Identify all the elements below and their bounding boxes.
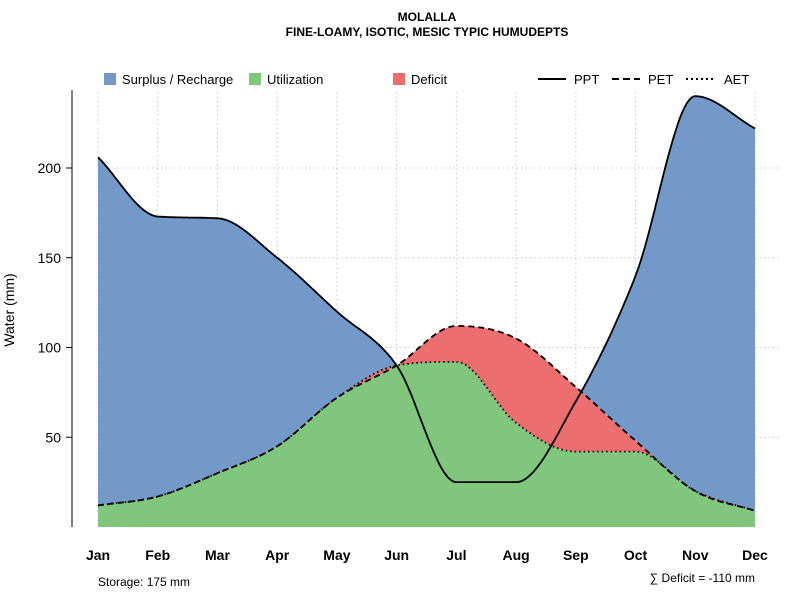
y-tick-label: 50 (45, 429, 61, 445)
legend-label-utilization: Utilization (267, 72, 323, 87)
x-tick-label-jun: Jun (384, 547, 409, 563)
surplus-recharge-area (98, 96, 755, 511)
ppt-line (97, 95, 756, 483)
legend-label-pet: PET (648, 72, 673, 87)
x-tick-label-apr: Apr (265, 547, 290, 563)
x-axis-labels: Jan Feb Mar Apr May Jun Jul Aug Sep Oct Nov Dec (86, 547, 768, 563)
legend: Surplus / Recharge Utilization Deficit P… (104, 72, 749, 87)
x-tick-label-mar: Mar (205, 547, 230, 563)
legend-label-surplus-recharge: Surplus / Recharge (122, 72, 233, 87)
chart-subtitle: FINE-LOAMY, ISOTIC, MESIC TYPIC HUMUDEPT… (286, 25, 569, 39)
y-tick-label: 200 (38, 160, 62, 176)
utilization-area (98, 361, 755, 527)
legend-label-aet: AET (724, 72, 749, 87)
chart-title: MOLALLA (398, 10, 457, 24)
x-tick-label-sep: Sep (563, 547, 589, 563)
legend-swatch-deficit (393, 73, 405, 85)
x-tick-label-jan: Jan (86, 547, 110, 563)
x-tick-label-jul: Jul (446, 547, 466, 563)
y-tick-label: 150 (38, 250, 62, 266)
aet-line (97, 361, 756, 512)
legend-swatch-surplus-recharge (104, 73, 116, 85)
legend-swatch-utilization (249, 73, 261, 85)
x-tick-label-may: May (323, 547, 350, 563)
legend-label-deficit: Deficit (411, 72, 448, 87)
x-tick-label-nov: Nov (682, 547, 709, 563)
legend-label-ppt: PPT (574, 72, 599, 87)
y-tick-label: 100 (38, 340, 62, 356)
storage-note: Storage: 175 mm (98, 575, 190, 589)
deficit-note: ∑ Deficit = -110 mm (650, 571, 755, 585)
y-axis-title: Water (mm) (1, 273, 17, 346)
area-fills (98, 96, 755, 527)
y-axis-ticks: 50 100 150 200 (38, 160, 72, 445)
x-tick-label-aug: Aug (502, 547, 529, 563)
series-lines (97, 95, 756, 512)
x-tick-label-feb: Feb (145, 547, 170, 563)
x-tick-label-oct: Oct (624, 547, 648, 563)
x-tick-label-dec: Dec (742, 547, 768, 563)
